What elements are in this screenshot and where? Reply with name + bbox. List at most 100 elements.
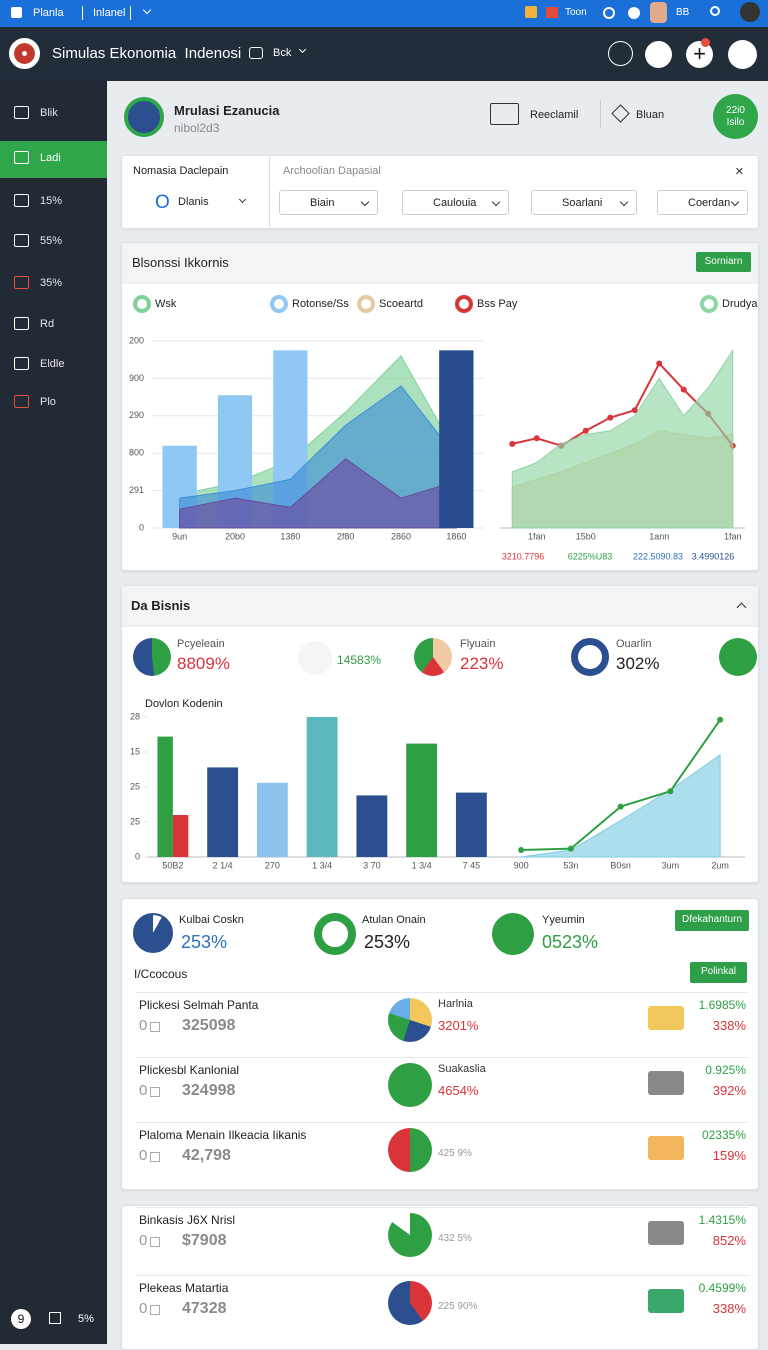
sidebar-icon[interactable]: [14, 357, 29, 370]
legend-label: Bss Pay: [477, 298, 518, 310]
avatar[interactable]: [650, 2, 667, 23]
x-tick-label: 15b0: [576, 531, 596, 541]
row-divider: [136, 1275, 748, 1276]
x-tick-label: 3um: [662, 860, 680, 870]
row-name[interactable]: Plickesbl Kanlonial: [139, 1063, 240, 1077]
sidebar-item[interactable]: 35%: [40, 277, 63, 289]
filter-select[interactable]: Dlanis: [178, 196, 209, 208]
sidebar-icon[interactable]: [14, 317, 29, 330]
avatar[interactable]: [740, 2, 760, 22]
button[interactable]: Dfekahanturn: [675, 910, 749, 931]
x-tick-label: 1ann: [649, 531, 669, 541]
header-menu[interactable]: Bck: [273, 47, 292, 59]
row-mid-label: Harlnia: [438, 998, 473, 1010]
row-value: 47328: [182, 1300, 227, 1317]
kpi-label: Atulan Onain: [362, 914, 426, 926]
icon-button[interactable]: [490, 103, 519, 125]
sidebar-item[interactable]: Ladi: [40, 152, 61, 164]
kpi-label: Ouarlin: [616, 638, 652, 650]
row-chart-icon: [388, 1063, 432, 1107]
dropdown[interactable]: Biain: [279, 190, 378, 215]
y-tick-label: 0: [135, 851, 140, 861]
sidebar-footer: 5%: [78, 1313, 94, 1325]
icon[interactable]: [525, 6, 537, 18]
notification-button[interactable]: [608, 41, 633, 66]
badge-dot: [701, 38, 710, 47]
close-button[interactable]: ×: [735, 163, 744, 180]
dropdown[interactable]: Soarlani: [531, 190, 637, 215]
row-mid-value: 225 90%: [438, 1301, 478, 1312]
sidebar-item[interactable]: Plo: [40, 396, 56, 408]
filter-label: Nomasia Daclepain: [133, 165, 229, 177]
legend-swatch: [700, 295, 718, 313]
search-icon[interactable]: [710, 6, 720, 16]
sidebar-icon[interactable]: [14, 395, 29, 408]
settings-icon[interactable]: [628, 7, 640, 19]
row-name[interactable]: Plickesi Selmah Panta: [139, 998, 259, 1012]
action[interactable]: Reeclamil: [530, 109, 579, 121]
sidebar-item[interactable]: 55%: [40, 235, 63, 247]
sidebar-icon[interactable]: [14, 276, 29, 289]
sidebar-icon[interactable]: [14, 106, 29, 119]
card-header: [122, 586, 758, 626]
x-tick-label: 270: [265, 860, 280, 870]
row-change: 0.4599%: [698, 1281, 746, 1295]
row-icon: [150, 1237, 160, 1247]
legend-label: Wsk: [155, 298, 177, 310]
row-change: 0.925%: [705, 1063, 746, 1077]
icon[interactable]: [49, 1312, 61, 1324]
y-tick-label: 28: [130, 711, 140, 721]
sidebar-item[interactable]: Eldle: [40, 358, 65, 370]
x-tick-label: 900: [514, 860, 529, 870]
legend-label: Drudya: [722, 298, 758, 310]
kpi-value: 0523%: [542, 932, 599, 952]
sidebar-item[interactable]: 15%: [40, 195, 63, 207]
logo[interactable]: [9, 38, 40, 69]
user-label[interactable]: Toon: [565, 7, 587, 18]
icon[interactable]: [603, 7, 615, 19]
icon[interactable]: [249, 47, 263, 59]
button[interactable]: [645, 41, 672, 68]
row-share: 392%: [712, 1083, 746, 1098]
kpi-icon: [133, 638, 171, 676]
row-divider: [136, 1207, 748, 1208]
dropdown[interactable]: Coerdan: [657, 190, 748, 215]
profile-button[interactable]: [728, 40, 757, 69]
search-placeholder[interactable]: Archoolian Dapasial: [283, 165, 381, 177]
sidebar-icon[interactable]: [14, 151, 29, 164]
legend-label: Scoeartd: [379, 298, 423, 310]
flag-icon[interactable]: [546, 7, 558, 18]
code: BB: [676, 7, 690, 18]
row-chart-icon: [388, 998, 432, 1042]
sidebar-item[interactable]: Blik: [40, 107, 58, 119]
marker: [582, 427, 589, 434]
y-tick-label: 291: [129, 485, 144, 495]
legend-swatch: [133, 295, 151, 313]
row-name[interactable]: Binkasis J6X Nrisl: [139, 1213, 236, 1227]
sidebar-footer[interactable]: 9: [11, 1309, 31, 1329]
tab[interactable]: Inlanel: [93, 7, 126, 19]
kpi-value: 253%: [181, 932, 228, 952]
page-title: Mrulasi Ezanucia: [174, 103, 280, 118]
app-name[interactable]: Planla: [33, 7, 64, 19]
sidebar-icon[interactable]: [14, 194, 29, 207]
button[interactable]: Polinkal: [690, 962, 747, 983]
kpi-icon: [719, 638, 757, 676]
y-tick-label: 800: [129, 448, 144, 458]
button[interactable]: Sorniarn: [696, 252, 751, 272]
app-icon: [11, 7, 22, 18]
marker: [509, 440, 516, 447]
row-change: 1.4315%: [698, 1213, 746, 1227]
row-chart-icon: [388, 1281, 432, 1325]
row-name[interactable]: Plaloma Menain Ilkeacia Iikanis: [139, 1128, 307, 1142]
marker: [631, 407, 638, 414]
badge-value: 22i0: [726, 105, 745, 116]
row-name[interactable]: Plekeas Matartia: [139, 1281, 229, 1295]
sidebar-item[interactable]: Rd: [40, 318, 55, 330]
sidebar-icon[interactable]: [14, 234, 29, 247]
dropdown[interactable]: Caulouia: [402, 190, 509, 215]
action[interactable]: Bluan: [636, 109, 665, 121]
row-share: 159%: [712, 1148, 746, 1163]
x-tick-label: 2um: [711, 860, 729, 870]
